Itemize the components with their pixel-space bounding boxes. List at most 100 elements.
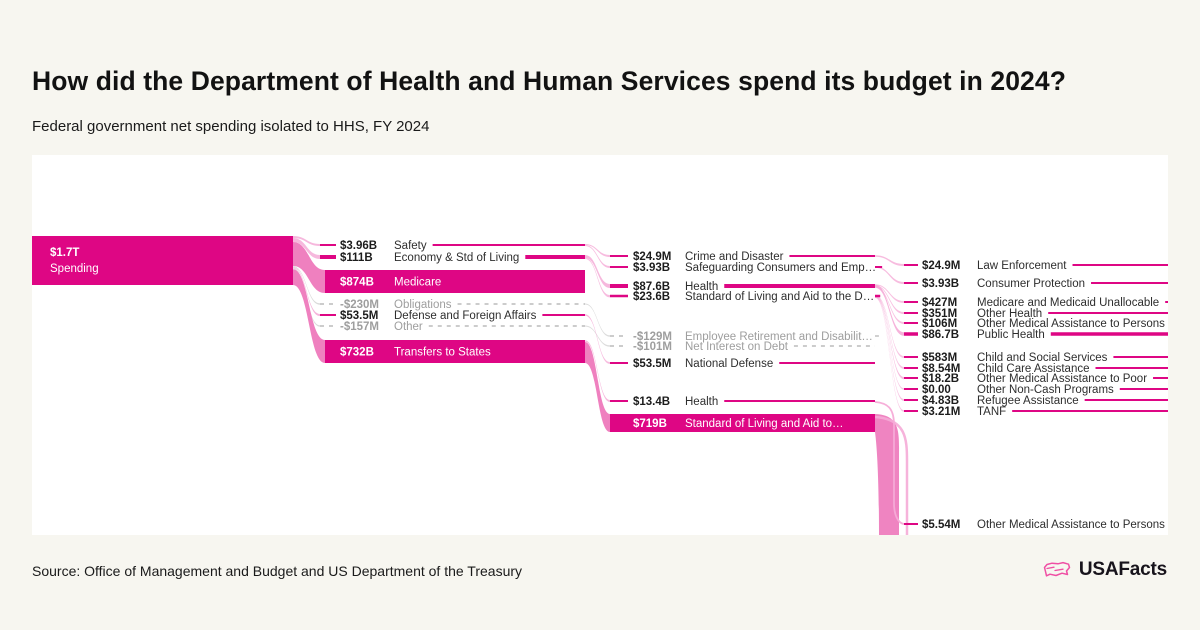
node-national-defense[interactable]: $53.5M National Defense [610, 358, 875, 370]
node-child-social[interactable]: $583M Child and Social Services [904, 352, 1168, 364]
flow-other-net-interest [585, 325, 610, 347]
node-economy[interactable]: $111B Economy & Std of Living [320, 252, 585, 264]
node-oma-persons-2[interactable]: $5.54M Other Medical Assistance to Person… [904, 519, 1171, 531]
node-std-living[interactable]: $23.6B Standard of Living and Aid to the … [610, 291, 881, 303]
crime-label: Crime and Disaster [685, 251, 784, 263]
obligations-label: Obligations [394, 299, 452, 311]
node-health-transfers[interactable]: $13.4B Health [610, 396, 875, 408]
node-other-health[interactable]: $351M Other Health [904, 308, 1168, 320]
medicare-value: $874B [340, 277, 374, 289]
public-health-label: Public Health [977, 329, 1045, 341]
node-safety[interactable]: $3.96B Safety [320, 240, 585, 252]
medicare-medicaid-unallocable-label: Medicare and Medicaid Unallocable [977, 297, 1159, 309]
flow-std-living-child-social [875, 294, 904, 358]
refugee-value: $4.83B [922, 395, 959, 407]
flow-health-oma-persons [875, 286, 904, 324]
flow-spending-safety [293, 236, 320, 246]
safety-value: $3.96B [340, 240, 377, 252]
defense-label: Defense and Foreign Affairs [394, 310, 537, 322]
node-medicare-medicaid-unallocable[interactable]: $427M Medicare and Medicaid Unallocable [904, 297, 1168, 309]
consumer-protection-label: Consumer Protection [977, 278, 1085, 290]
flow-safety-safeguarding [585, 245, 610, 268]
tanf-value: $3.21M [922, 406, 960, 418]
flow-economy-health [585, 255, 610, 288]
health-transfers-label: Health [685, 396, 718, 408]
node-emp-retirement[interactable]: -$129M Employee Retirement and Disabilit… [610, 331, 879, 343]
law-enforcement-value: $24.9M [922, 260, 960, 272]
flow-std-living-child-care [875, 295, 904, 369]
flow-spending-defense [293, 267, 320, 316]
other-health-value: $351M [922, 308, 957, 320]
crime-value: $24.9M [633, 251, 671, 263]
flow-defense-national-defense [585, 314, 610, 364]
node-medicare[interactable]: $874B Medicare [325, 270, 585, 293]
refugee-label: Refugee Assistance [977, 395, 1079, 407]
public-health-value: $86.7B [922, 329, 959, 341]
health-transfers-value: $13.4B [633, 396, 670, 408]
node-refugee[interactable]: $4.83B Refugee Assistance [904, 395, 1168, 407]
node-spending[interactable]: $1.7T Spending [32, 236, 293, 285]
oma-poor-label: Other Medical Assistance to Poor [977, 373, 1147, 385]
brand-wordmark: USAFacts [1078, 559, 1167, 580]
emp-retirement-label: Employee Retirement and Disabilit… [685, 331, 873, 343]
economy-value: $111B [340, 252, 373, 264]
flow-obligations-emp-retirement [585, 303, 610, 337]
usafacts-logo[interactable]: USAFacts [1042, 559, 1167, 581]
flow-std-living-tanf [875, 297, 904, 412]
node-transfers[interactable]: $732B Transfers to States [325, 340, 585, 363]
spending-label: Spending [50, 263, 99, 275]
other-health-label: Other Health [977, 308, 1042, 320]
std-living-719-value: $719B [633, 418, 667, 430]
node-oma-persons[interactable]: $106M Other Medical Assistance to Persons [904, 318, 1171, 330]
medicare-label: Medicare [394, 277, 441, 289]
node-oma-poor[interactable]: $18.2B Other Medical Assistance to Poor [904, 373, 1168, 385]
std-living-value: $23.6B [633, 291, 670, 303]
other-value: -$157M [340, 321, 379, 333]
node-other[interactable]: -$157M Other [320, 321, 585, 333]
transfers-value: $732B [340, 347, 374, 359]
child-social-label: Child and Social Services [977, 352, 1108, 364]
flow-crime-law-enforcement [875, 255, 904, 266]
child-social-value: $583M [922, 352, 957, 364]
tanf-label: TANF [977, 406, 1006, 418]
flow-safety-crime [585, 244, 610, 257]
page-title: How did the Department of Health and Hum… [32, 65, 1067, 96]
safeguarding-label: Safeguarding Consumers and Emp… [685, 262, 876, 274]
emp-retirement-value: -$129M [633, 331, 672, 343]
medicare-medicaid-unallocable-value: $427M [922, 297, 957, 309]
usa-map-icon [1043, 561, 1071, 577]
consumer-protection-value: $3.93B [922, 278, 959, 290]
node-crime[interactable]: $24.9M Crime and Disaster [610, 251, 875, 263]
node-obligations[interactable]: -$230M Obligations [320, 299, 585, 311]
node-consumer-protection[interactable]: $3.93B Consumer Protection [904, 278, 1168, 290]
net-interest-label: Net Interest on Debt [685, 341, 789, 353]
child-care-value: $8.54M [922, 363, 960, 375]
flow-std-living-oma-poor [875, 295, 904, 380]
node-defense[interactable]: $53.5M Defense and Foreign Affairs [320, 310, 585, 322]
source-note: Source: Office of Management and Budget … [32, 563, 523, 579]
sankey-chart: $1.7T Spending $3.96B Safety $111B Economy & … [32, 236, 1171, 535]
flow-spending-medicare [293, 242, 325, 293]
oma-persons-2-value: $5.54M [922, 519, 960, 531]
health-label: Health [685, 281, 718, 293]
node-health[interactable]: $87.6B Health [610, 281, 875, 293]
node-safeguarding[interactable]: $3.93B Safeguarding Consumers and Emp… [610, 262, 883, 274]
node-tanf[interactable]: $3.21M TANF [904, 406, 1168, 418]
national-defense-value: $53.5M [633, 358, 671, 370]
node-law-enforcement[interactable]: $24.9M Law Enforcement [904, 260, 1168, 272]
defense-value: $53.5M [340, 310, 378, 322]
node-std-living-719[interactable]: $719B Standard of Living and Aid to… [610, 414, 875, 432]
oma-persons-2-label: Other Medical Assistance to Persons [977, 519, 1165, 531]
chart-panel: $1.7T Spending $3.96B Safety $111B Economy & … [32, 155, 1171, 535]
safety-label: Safety [394, 240, 427, 252]
node-public-health[interactable]: $86.7B Public Health [904, 329, 1168, 341]
flow-std-living-719-offpage-bottom [875, 414, 900, 535]
node-net-interest[interactable]: -$101M Net Interest on Debt [610, 341, 875, 353]
node-child-care[interactable]: $8.54M Child Care Assistance [904, 363, 1168, 375]
oma-persons-label: Other Medical Assistance to Persons [977, 318, 1165, 330]
node-non-cash[interactable]: $0.00 Other Non-Cash Programs [904, 384, 1168, 396]
flow-spending-obligations [293, 266, 320, 305]
std-living-label: Standard of Living and Aid to the D… [685, 291, 874, 303]
transfers-label: Transfers to States [394, 347, 491, 359]
economy-label: Economy & Std of Living [394, 252, 519, 264]
